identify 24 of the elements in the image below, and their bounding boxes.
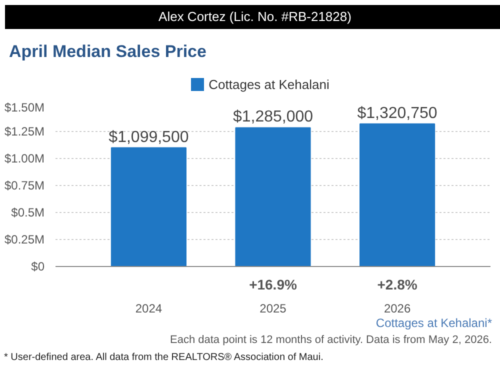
data-label: $1,285,000 <box>232 108 314 126</box>
text: +16.9% <box>249 276 298 292</box>
y-tick-label: $0.5M <box>11 206 45 220</box>
bar <box>360 123 436 266</box>
chart-subtitle: Alex Cortez (Lic. No. #RB-21828) <box>158 8 352 26</box>
text: Each data point is 12 months of activity. Data is from May 2, 2026. <box>170 333 492 348</box>
text: * User-defined area. All data from the REALTORS® Association of Maui. <box>4 351 324 365</box>
x-tick-label: 2026 <box>384 302 411 316</box>
bar <box>110 147 186 266</box>
x-tick-label: 2024 <box>135 302 162 316</box>
y-tick-label: $0.75M <box>4 178 45 192</box>
text: Cottages at Kehalani* <box>376 315 492 332</box>
bar <box>235 127 311 266</box>
chart-title: April Median Sales Price <box>9 41 206 63</box>
y-tick-label: $0 <box>31 260 45 274</box>
y-tick-label: $1.50M <box>4 100 45 114</box>
data-label: $1,099,500 <box>108 128 189 146</box>
x-tick-label: 2025 <box>260 302 287 316</box>
y-tick-label: $1.00M <box>4 152 45 166</box>
text: +2.8% <box>377 276 418 292</box>
y-tick-label: $0.25M <box>4 232 45 246</box>
legend-label: Cottages at Kehalani <box>208 76 330 94</box>
y-tick-label: $1.25M <box>4 124 45 138</box>
data-label: $1,320,750 <box>357 104 438 122</box>
